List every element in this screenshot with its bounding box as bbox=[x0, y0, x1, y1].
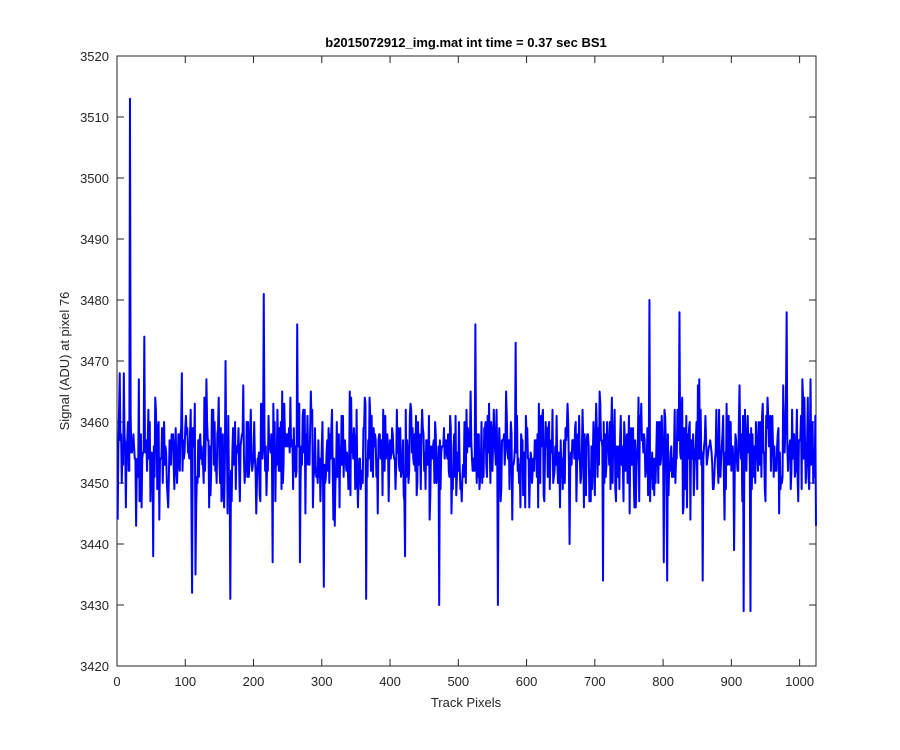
x-tick-label: 200 bbox=[243, 674, 265, 689]
y-tick-label: 3470 bbox=[80, 354, 109, 369]
y-tick-label: 3480 bbox=[80, 293, 109, 308]
x-tick-label: 1000 bbox=[785, 674, 814, 689]
x-tick-label: 700 bbox=[584, 674, 606, 689]
x-tick-label: 500 bbox=[447, 674, 469, 689]
x-axis: 0 100 200 300 400 500 600 700 800 900 1000 bbox=[113, 56, 814, 689]
y-tick-label: 3510 bbox=[80, 110, 109, 125]
x-tick-label: 300 bbox=[311, 674, 333, 689]
y-tick-label: 3430 bbox=[80, 598, 109, 613]
y-tick-label: 3450 bbox=[80, 476, 109, 491]
x-tick-label: 100 bbox=[174, 674, 196, 689]
x-axis-label: Track Pixels bbox=[431, 695, 502, 710]
x-tick-label: 900 bbox=[721, 674, 743, 689]
x-tick-label: 400 bbox=[379, 674, 401, 689]
signal-line bbox=[116, 97, 817, 613]
plot-area bbox=[116, 55, 817, 667]
x-tick-label: 0 bbox=[113, 674, 120, 689]
y-axis-label: Signal (ADU) at pixel 76 bbox=[57, 292, 72, 431]
series-group bbox=[116, 97, 817, 613]
x-tick-label: 800 bbox=[652, 674, 674, 689]
y-tick-label: 3420 bbox=[80, 659, 109, 674]
y-tick-label: 3460 bbox=[80, 415, 109, 430]
y-axis: 3420 3430 3440 3450 3460 3470 3480 3490 3500 3510… bbox=[80, 49, 816, 674]
y-tick-label: 3520 bbox=[80, 49, 109, 64]
chart-title: b2015072912_img.mat int time = 0.37 sec … bbox=[325, 35, 606, 50]
y-tick-label: 3490 bbox=[80, 232, 109, 247]
x-tick-label: 600 bbox=[516, 674, 538, 689]
y-tick-label: 3440 bbox=[80, 537, 109, 552]
y-tick-label: 3500 bbox=[80, 171, 109, 186]
